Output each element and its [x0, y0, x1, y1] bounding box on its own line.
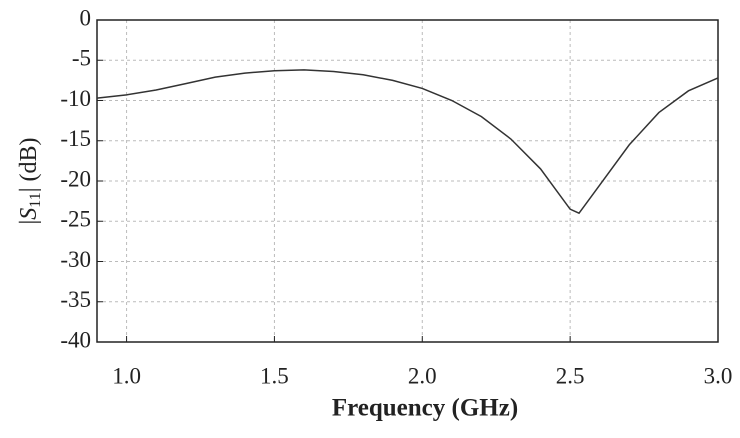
x-tick-label: 1.0: [112, 363, 141, 388]
plot-frame: [96, 19, 719, 343]
y-label-part: 11: [27, 192, 44, 207]
x-axis-label: Frequency (GHz): [332, 395, 518, 422]
y-tick-label: -5: [72, 46, 91, 71]
x-tick-label: 3.0: [704, 363, 733, 388]
y-tick-label: -40: [60, 327, 91, 352]
y-label-part: S: [16, 208, 42, 220]
x-tick-label: 2.5: [556, 363, 585, 388]
y-tick-label: -10: [60, 86, 91, 111]
y-tick-label: -35: [60, 287, 91, 312]
y-tick-label: -30: [60, 247, 91, 272]
data-line: [96, 69, 719, 215]
y-label-part: |: [16, 220, 42, 225]
y-tick-label: -25: [60, 207, 91, 232]
y-tick-label: -20: [60, 166, 91, 191]
y-axis-label: |S11| (dB): [16, 137, 44, 224]
x-tick-label: 2.0: [408, 363, 437, 388]
y-tick-label: -15: [60, 126, 91, 151]
y-label-part: | (dB): [16, 137, 42, 192]
x-tick-label: 1.5: [260, 363, 289, 388]
y-tick-label: 0: [80, 5, 92, 30]
